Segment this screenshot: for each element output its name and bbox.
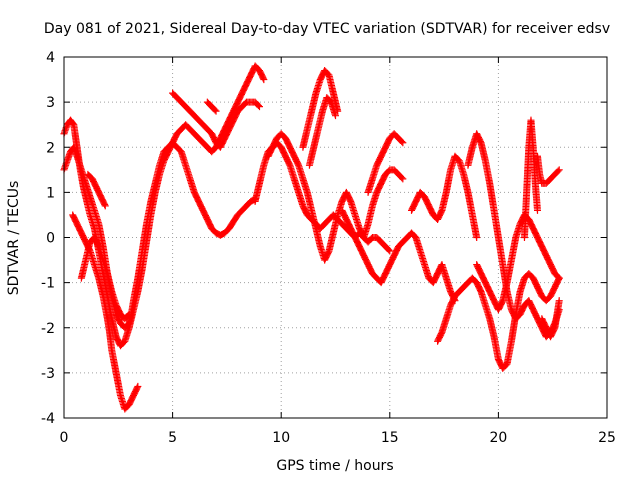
- plot-frame: [63, 56, 608, 419]
- series-arc-14: [408, 152, 481, 241]
- series-arc-19: [533, 152, 563, 187]
- data-point: [398, 138, 406, 146]
- series-arc-11: [305, 94, 339, 169]
- data-point: [555, 274, 563, 282]
- data-point: [212, 107, 220, 115]
- y-tick-label: -1: [41, 276, 55, 292]
- data-point: [254, 102, 262, 110]
- series-arc-17: [473, 211, 563, 314]
- y-tick-label: 3: [46, 95, 55, 111]
- x-tick-labels: 0 5 10 15 20 25: [60, 430, 616, 446]
- y-tick-label: -2: [41, 321, 55, 337]
- data-point: [399, 139, 407, 147]
- data-point: [134, 382, 142, 390]
- y-tick-label: -3: [41, 366, 55, 382]
- data-point: [399, 175, 407, 183]
- data-point: [255, 103, 263, 111]
- series-arc-16: [434, 270, 563, 372]
- y-tick-label: 2: [46, 140, 55, 156]
- series-arc-18: [520, 116, 541, 241]
- data-point: [133, 384, 141, 392]
- data-point: [398, 174, 406, 182]
- data-point: [101, 202, 109, 210]
- series-arc-4: [77, 234, 133, 323]
- x-tick-label: 20: [489, 430, 507, 446]
- chart-title: Day 081 of 2021, Sidereal Day-to-day VTE…: [44, 21, 610, 37]
- series-arc-6: [169, 89, 263, 151]
- data-point: [473, 234, 481, 241]
- data-point: [260, 76, 268, 84]
- y-tick-label: 4: [46, 50, 55, 66]
- data-point: [332, 112, 339, 120]
- x-axis-title: GPS time / hours: [276, 458, 393, 474]
- y-tick-labels: -4 -3 -2 -1 0 1 2 3 4: [41, 50, 55, 427]
- series-arc-20: [538, 297, 563, 341]
- x-tick-label: 15: [381, 430, 399, 446]
- x-tick-label: 25: [598, 430, 616, 446]
- y-tick-label: -4: [41, 411, 55, 427]
- y-tick-label: 0: [46, 231, 55, 247]
- data-point: [385, 246, 393, 254]
- data-point: [124, 311, 132, 319]
- data-point: [555, 166, 563, 174]
- data-marks: [60, 62, 563, 413]
- series-arc-7: [203, 98, 220, 115]
- x-tick-label: 0: [60, 430, 69, 446]
- y-tick-label: 1: [46, 185, 55, 201]
- x-tick-label: 5: [168, 430, 177, 446]
- data-point: [259, 74, 267, 82]
- series-arc-10: [299, 67, 342, 151]
- data-point: [533, 206, 541, 214]
- data-point: [555, 297, 563, 305]
- x-tick-label: 10: [272, 430, 290, 446]
- series-arc-12: [338, 206, 459, 305]
- series-arc-13: [364, 130, 407, 196]
- data-point: [125, 310, 133, 318]
- data-point: [386, 247, 394, 255]
- series-arc-9: [264, 130, 407, 264]
- data-point: [554, 167, 562, 175]
- series-arc-5: [84, 170, 109, 210]
- data-point: [554, 273, 562, 281]
- data-point: [101, 201, 109, 209]
- data-point: [211, 106, 219, 114]
- y-axis-title: SDTVAR / TECUs: [6, 181, 22, 296]
